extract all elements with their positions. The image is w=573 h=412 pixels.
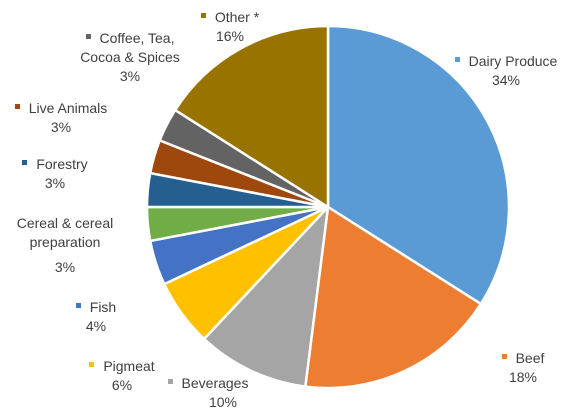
legend-marker-coffee-tea xyxy=(85,33,91,39)
legend-marker-forestry xyxy=(22,159,28,165)
label-coffee-tea: Coffee, Tea, Cocoa & Spices 3% xyxy=(80,30,180,84)
label-cereal: Cereal & cereal preparation 3% xyxy=(16,215,114,275)
label-live-animals: Live Animals 3% xyxy=(0,99,122,137)
label-dairy-produce: Dairy Produce 34% xyxy=(446,52,566,90)
pie-slice-beverages xyxy=(202,205,330,388)
legend-marker-other xyxy=(200,12,206,18)
label-beverages: Beverages 10% xyxy=(150,374,266,412)
label-fish: Fish 4% xyxy=(66,298,126,336)
legend-marker-beef xyxy=(501,353,507,359)
label-pigmeat: Pigmeat 6% xyxy=(78,357,166,395)
legend-marker-dairy-produce xyxy=(454,56,460,62)
pie-slice-beef xyxy=(304,205,483,390)
label-other: Other * 16% xyxy=(180,8,280,46)
legend-marker-beverages xyxy=(167,378,173,384)
legend-marker-fish xyxy=(75,302,81,308)
legend-marker-pigmeat xyxy=(89,361,95,367)
legend-marker-live-animals xyxy=(14,103,20,109)
label-beef: Beef 18% xyxy=(488,349,558,387)
pie-slice-other xyxy=(173,24,330,209)
label-forestry: Forestry 3% xyxy=(10,155,100,193)
